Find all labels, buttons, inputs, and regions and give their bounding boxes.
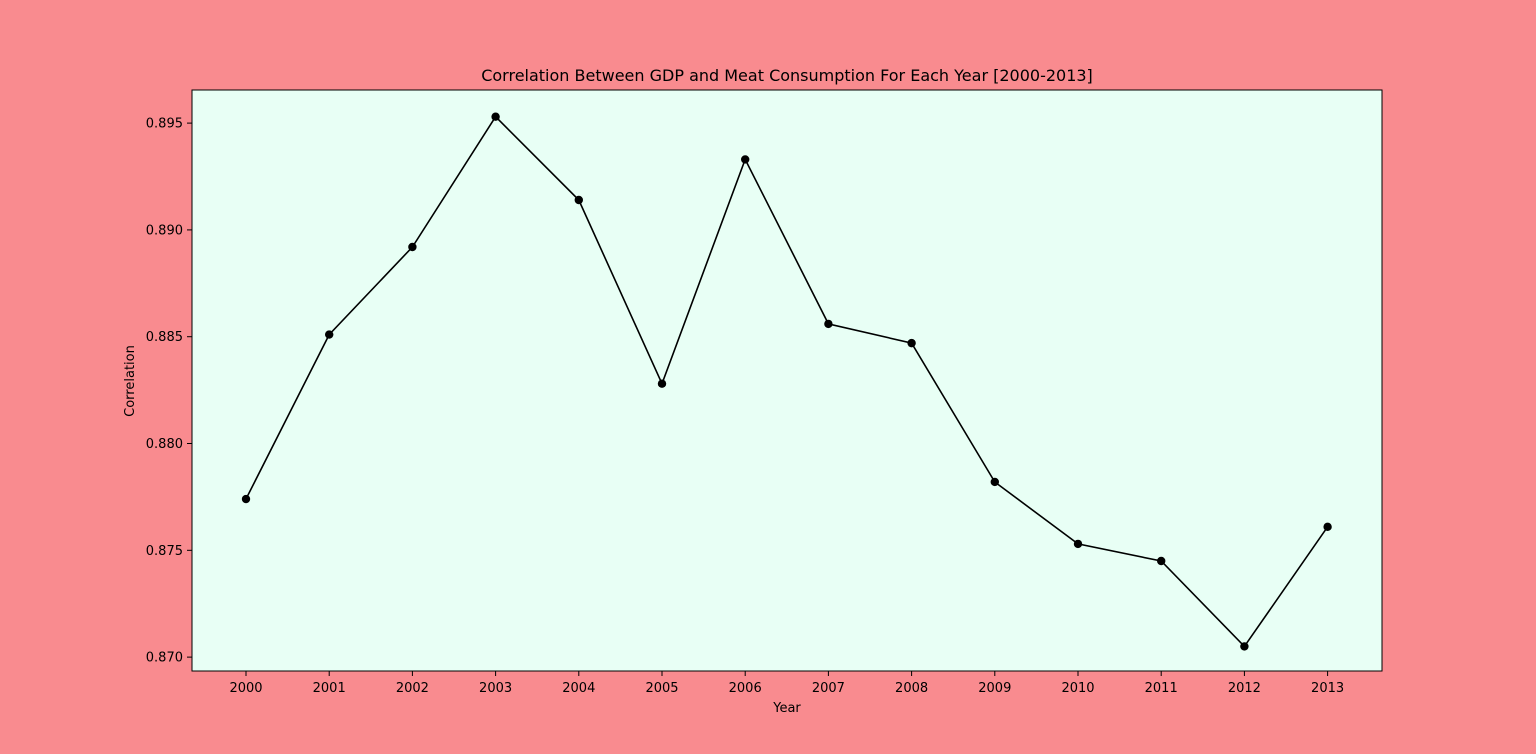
data-point bbox=[990, 477, 999, 487]
plot-area bbox=[192, 90, 1382, 671]
plot-frame bbox=[191, 89, 1383, 672]
x-axis-ticks: 2000 2001 2002 2003 2004 2005 2006 2007 2008 2009… bbox=[229, 671, 1344, 696]
data-point bbox=[574, 195, 583, 205]
data-point bbox=[1073, 539, 1083, 549]
data-point bbox=[408, 242, 417, 252]
data-point bbox=[907, 338, 916, 348]
series-points bbox=[241, 112, 1332, 651]
y-tick-label: 0.895 bbox=[146, 117, 183, 132]
x-tick-label: 2007 bbox=[812, 681, 845, 696]
x-tick-label: 2013 bbox=[1311, 681, 1344, 696]
x-tick-label: 2001 bbox=[313, 681, 346, 696]
data-point bbox=[741, 155, 750, 164]
y-axis-ticks: 0.870 0.875 0.880 0.885 0.890 0.895 bbox=[146, 117, 192, 666]
y-tick-label: 0.870 bbox=[146, 651, 183, 666]
x-tick-label: 2004 bbox=[562, 681, 595, 696]
y-axis-label: Correlation bbox=[123, 345, 138, 417]
y-tick-label: 0.890 bbox=[146, 223, 183, 238]
x-axis-label: Year bbox=[772, 701, 801, 716]
x-tick-label: 2006 bbox=[729, 681, 762, 696]
x-tick-label: 2012 bbox=[1228, 681, 1261, 696]
y-tick-label: 0.885 bbox=[146, 330, 183, 345]
data-point bbox=[491, 112, 500, 121]
data-point bbox=[241, 494, 251, 504]
series-line bbox=[245, 115, 1329, 648]
y-tick-label: 0.880 bbox=[146, 437, 183, 452]
y-tick-label: 0.875 bbox=[146, 544, 183, 559]
x-tick-label: 2008 bbox=[895, 681, 928, 696]
chart-title: Correlation Between GDP and Meat Consump… bbox=[481, 66, 1093, 85]
x-tick-label: 2010 bbox=[1061, 681, 1094, 696]
x-tick-label: 2005 bbox=[645, 681, 678, 696]
data-point bbox=[824, 319, 833, 329]
x-tick-label: 2009 bbox=[978, 681, 1011, 696]
x-tick-label: 2002 bbox=[396, 681, 429, 696]
data-point bbox=[1240, 642, 1249, 651]
data-point bbox=[325, 330, 334, 339]
x-tick-label: 2003 bbox=[479, 681, 512, 696]
data-point bbox=[1323, 522, 1332, 532]
data-point bbox=[657, 379, 667, 388]
data-point bbox=[1157, 556, 1166, 566]
x-tick-label: 2011 bbox=[1145, 681, 1178, 696]
x-tick-label: 2000 bbox=[229, 681, 262, 696]
